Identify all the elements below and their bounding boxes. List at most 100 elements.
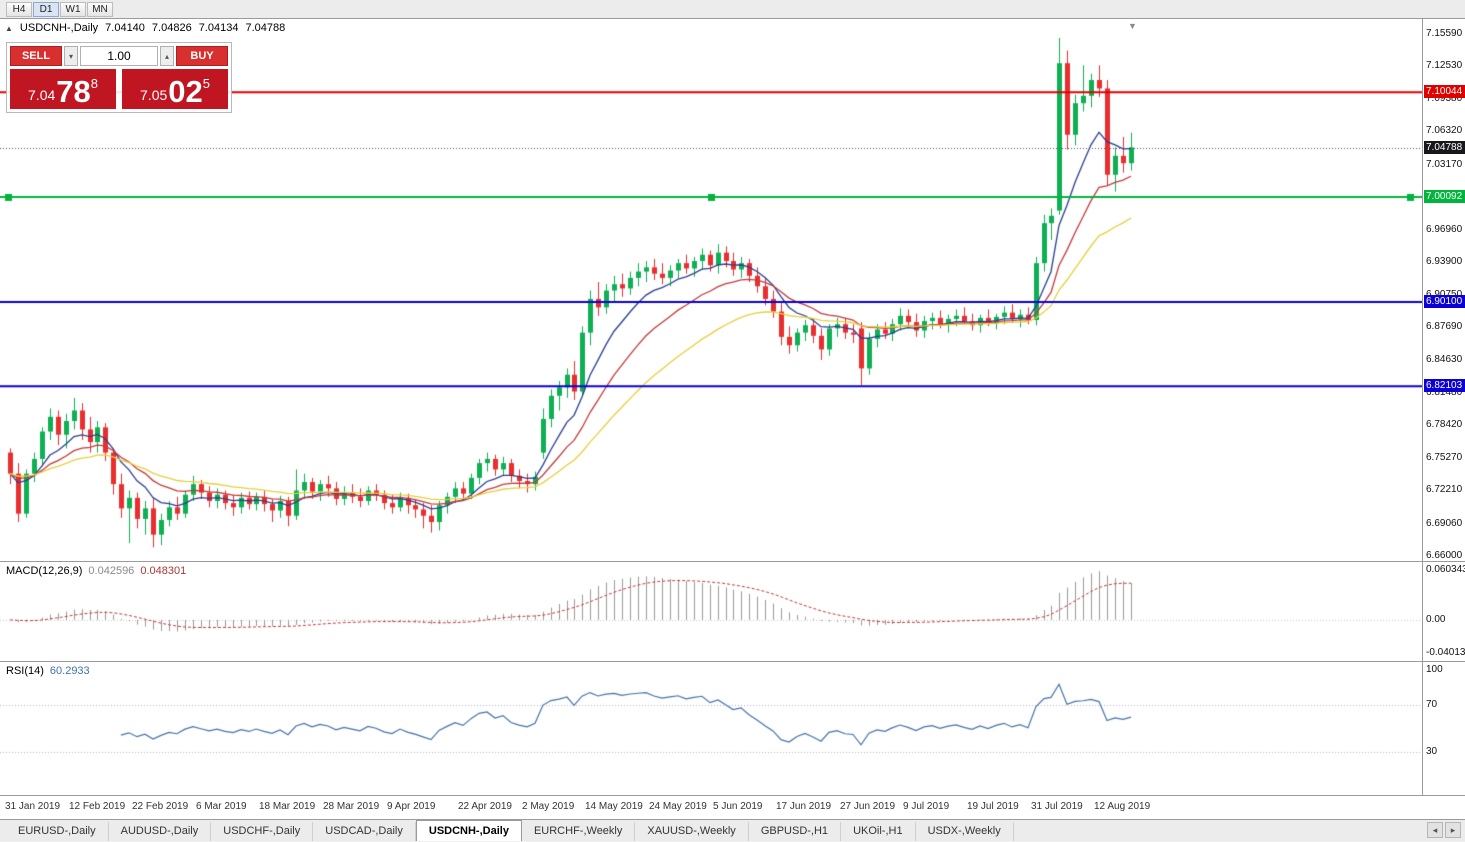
chart-tab-xauusd[interactable]: XAUUSD-,Weekly xyxy=(635,822,749,841)
price-axis-label: 6.81480 xyxy=(1426,386,1463,398)
bid-price-badge: 7.04788 xyxy=(1424,140,1465,154)
volume-increase-button[interactable]: ▴ xyxy=(160,46,174,66)
chart-tab-bar: EURUSD-,Daily AUDUSD-,Daily USDCHF-,Daily U… xyxy=(0,820,1465,841)
timeframe-button-h4[interactable]: H4 xyxy=(6,1,32,17)
date-axis-label: 6 Mar 2019 xyxy=(196,801,247,812)
date-axis-label: 2 May 2019 xyxy=(522,801,575,812)
date-axis-label: 14 May 2019 xyxy=(585,801,643,812)
buy-price-point: 5 xyxy=(202,76,210,91)
tab-scroll-left-button[interactable]: ◂ xyxy=(1427,822,1443,838)
rsi-axis: 100 70 30 xyxy=(1422,662,1465,795)
timeframe-button-d1[interactable]: D1 xyxy=(33,1,59,17)
date-axis-label: 5 Jun 2019 xyxy=(713,801,763,812)
macd-main-value: 0.042596 xyxy=(88,565,135,577)
volume-input[interactable] xyxy=(80,46,158,66)
date-axis-label: 12 Feb 2019 xyxy=(69,801,126,812)
price-axis-label: 7.06320 xyxy=(1426,125,1463,137)
macd-label: MACD(12,26,9) 0.042596 0.048301 xyxy=(6,565,187,577)
price-axis-label: 6.96960 xyxy=(1426,223,1463,235)
price-axis-label: 6.84630 xyxy=(1426,353,1463,365)
sell-price-pips: 78 xyxy=(56,74,91,109)
timeframe-button-w1[interactable]: W1 xyxy=(60,1,86,17)
rsi-label: RSI(14) 60.2933 xyxy=(6,665,90,677)
date-axis-label: 19 Jul 2019 xyxy=(967,801,1019,812)
timeframe-toolbar: H4 D1 W1 MN xyxy=(0,0,1465,18)
macd-axis-label: 0.060343 xyxy=(1426,564,1465,575)
sell-price-figure: 7.04 xyxy=(28,87,56,103)
ohlc-open: 7.04140 xyxy=(105,22,145,34)
chart-ohlc-header: ▲ USDCNH-,Daily 7.04140 7.04826 7.04134 … xyxy=(5,22,285,34)
buy-button[interactable]: BUY xyxy=(176,46,228,66)
price-axis-label: 6.72210 xyxy=(1426,484,1463,496)
price-axis-label: 6.66000 xyxy=(1426,549,1463,561)
chart-tab-eurchf[interactable]: EURCHF-,Weekly xyxy=(522,822,636,841)
date-axis-label: 9 Apr 2019 xyxy=(387,801,436,812)
green-line-price-badge: 7.00092 xyxy=(1424,189,1465,203)
volume-decrease-button[interactable]: ▾ xyxy=(64,46,78,66)
macd-canvas[interactable] xyxy=(0,562,1422,661)
date-axis-label: 31 Jul 2019 xyxy=(1031,801,1083,812)
buy-price-pips: 02 xyxy=(168,74,203,109)
rsi-value: 60.2933 xyxy=(49,665,90,677)
price-axis[interactable]: 7.15590 7.12530 7.09380 7.06320 7.03170 6.969… xyxy=(1422,19,1465,561)
date-axis-label: 9 Jul 2019 xyxy=(903,801,950,812)
price-axis-label: 6.90750 xyxy=(1426,289,1462,300)
price-axis-label: 6.78420 xyxy=(1426,419,1463,431)
symbol-name: USDCNH-,Daily xyxy=(19,22,99,34)
rsi-canvas[interactable] xyxy=(0,662,1422,795)
ohlc-low: 7.04134 xyxy=(198,22,239,34)
macd-signal-value: 0.048301 xyxy=(140,565,187,577)
date-axis-label: 28 Mar 2019 xyxy=(323,801,380,812)
macd-axis-label: 0.00 xyxy=(1426,613,1446,625)
date-axis-label: 22 Apr 2019 xyxy=(458,801,512,812)
chart-tab-usdx[interactable]: USDX-,Weekly xyxy=(916,822,1014,841)
price-axis-label: 7.12530 xyxy=(1426,60,1463,72)
date-axis: 31 Jan 2019 12 Feb 2019 22 Feb 2019 6 Mar 2… xyxy=(0,796,1465,819)
chart-tab-gbpusd[interactable]: GBPUSD-,H1 xyxy=(749,822,842,841)
chart-tab-audusd[interactable]: AUDUSD-,Daily xyxy=(109,822,212,841)
rsi-axis-label: 30 xyxy=(1426,745,1438,757)
timeframe-button-mn[interactable]: MN xyxy=(87,1,113,17)
date-axis-label: 31 Jan 2019 xyxy=(5,801,61,812)
price-chart-panel: ▲ USDCNH-,Daily 7.04140 7.04826 7.04134 … xyxy=(0,19,1465,561)
chart-tab-eurusd[interactable]: EURUSD-,Daily xyxy=(6,822,109,841)
blue-line-price-badge-1: 6.90100 xyxy=(1424,295,1465,309)
tab-scroll-right-button[interactable]: ▸ xyxy=(1445,822,1461,838)
ohlc-close: 7.04788 xyxy=(245,22,286,34)
date-axis-label: 22 Feb 2019 xyxy=(132,801,189,812)
chart-autoscroll-icon[interactable]: ▼ xyxy=(1128,21,1137,31)
rsi-axis-label: 70 xyxy=(1426,699,1438,711)
chart-tab-usdchf[interactable]: USDCHF-,Daily xyxy=(211,822,314,841)
sell-price-box[interactable]: 7.04 78 8 xyxy=(10,69,116,109)
buy-price-box[interactable]: 7.05 02 5 xyxy=(122,69,228,109)
price-axis-label: 6.75270 xyxy=(1426,452,1463,464)
price-axis-label: 7.09380 xyxy=(1426,93,1463,105)
chart-tab-ukoil[interactable]: UKOil-,H1 xyxy=(841,822,916,841)
macd-axis: 0.060343 0.00 -0.040136 xyxy=(1422,562,1465,661)
date-axis-label: 12 Aug 2019 xyxy=(1094,801,1151,812)
chart-tab-usdcad[interactable]: USDCAD-,Daily xyxy=(313,822,416,841)
price-axis-label: 6.87690 xyxy=(1426,321,1463,333)
macd-axis-label: -0.040136 xyxy=(1426,647,1465,658)
date-axis-label: 18 Mar 2019 xyxy=(259,801,316,812)
price-chart-canvas[interactable] xyxy=(0,19,1422,561)
price-axis-label: 6.69060 xyxy=(1426,517,1463,529)
sell-price-point: 8 xyxy=(90,76,98,91)
rsi-indicator-panel: RSI(14) 60.2933 100 70 30 xyxy=(0,662,1465,795)
price-axis-label: 7.03170 xyxy=(1426,158,1463,170)
date-axis-label: 17 Jun 2019 xyxy=(776,801,832,812)
price-axis-label: 6.93900 xyxy=(1426,256,1463,268)
buy-price-figure: 7.05 xyxy=(140,87,168,103)
rsi-axis-label: 100 xyxy=(1426,664,1443,675)
date-axis-label: 24 May 2019 xyxy=(649,801,707,812)
collapse-trade-panel-icon[interactable]: ▲ xyxy=(5,23,13,33)
date-axis-label: 27 Jun 2019 xyxy=(840,801,896,812)
price-axis-label: 7.15590 xyxy=(1426,27,1463,39)
resistance-line-price-badge: 7.10044 xyxy=(1424,85,1465,99)
sell-button[interactable]: SELL xyxy=(10,46,62,66)
ohlc-high: 7.04826 xyxy=(151,22,192,34)
macd-indicator-panel: MACD(12,26,9) 0.042596 0.048301 0.060343 0.… xyxy=(0,562,1465,661)
chart-tab-usdcnh[interactable]: USDCNH-,Daily xyxy=(415,820,522,841)
